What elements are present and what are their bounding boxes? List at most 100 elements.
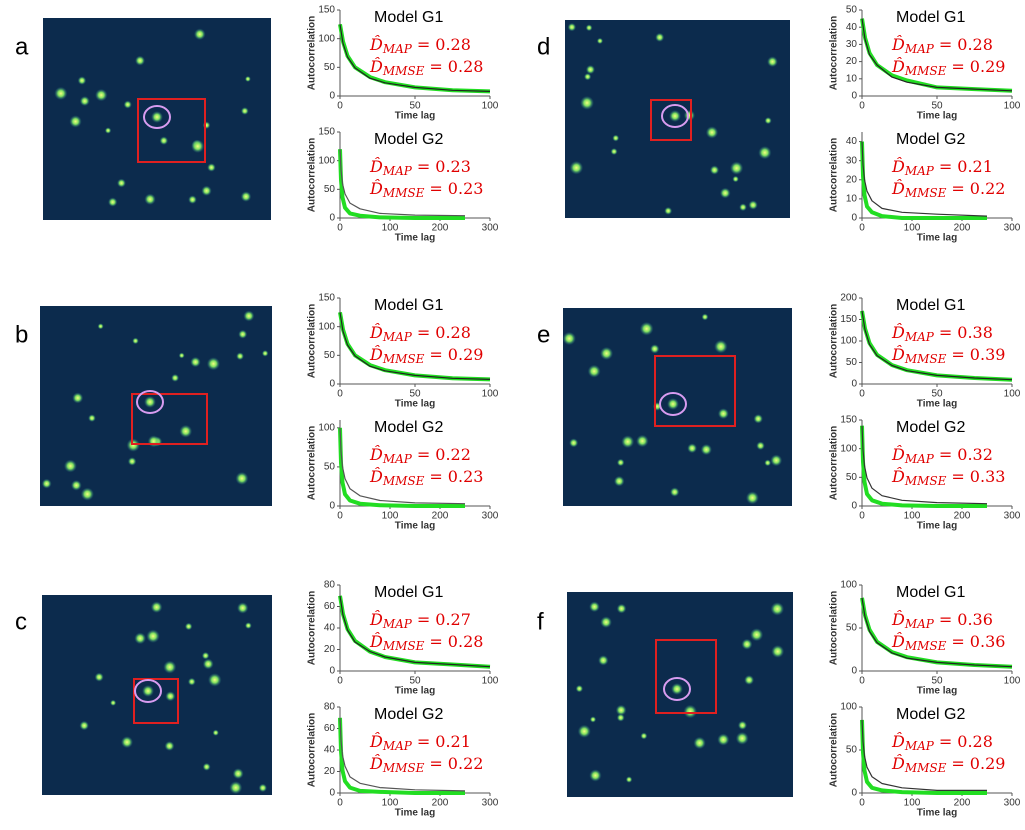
x-axis-label: Time lag (395, 521, 435, 532)
estimate-subscript: MAP (904, 164, 935, 178)
estimate-relation: = (939, 157, 952, 176)
estimate-subscript: MAP (904, 739, 935, 753)
estimate-symbol: D̂ (369, 157, 383, 176)
fluorescent-spot (202, 658, 214, 670)
fluorescent-spot (243, 310, 255, 322)
fluorescent-spot (144, 396, 156, 408)
autocorrelation-chart: 0 50 100 150 0 100 200 300 Time lag Autocorrelati… (307, 127, 499, 244)
x-axis-label: Time lag (917, 686, 957, 697)
x-tick-label: 0 (859, 798, 865, 809)
estimate: D̂MAP = 0.32 (891, 445, 993, 466)
y-tick-label: 80 (324, 580, 336, 591)
fluorescent-spot (701, 313, 709, 321)
fluorescent-spot (229, 781, 243, 795)
x-tick-label: 100 (382, 223, 399, 234)
x-tick-label: 50 (409, 101, 421, 112)
autocorrelation-curve (339, 717, 466, 792)
fluorescent-spot (163, 660, 177, 674)
fluorescent-spot (585, 64, 596, 75)
y-tick-label: 150 (318, 293, 335, 304)
y-tick-label: 150 (840, 314, 857, 325)
estimate-value: 0.23 (448, 179, 484, 198)
x-tick-label: 50 (931, 389, 943, 400)
autocorrelation-chart: 0 10 20 30 40 50 0 50 100 Time lag Autocorrelation… (829, 5, 1021, 122)
x-tick-label: 50 (409, 676, 421, 687)
tracked-particle (659, 392, 687, 416)
y-tick-label: 30 (846, 155, 858, 166)
y-tick-label: 50 (324, 350, 336, 361)
fluorescent-spot (750, 628, 764, 642)
fluorescent-spot (120, 736, 134, 749)
fluorescent-spot (683, 109, 696, 121)
y-axis-label: Autocorrelation (829, 591, 840, 665)
fluorescent-spot (589, 601, 600, 613)
y-axis-label: Autocorrelation (307, 591, 318, 665)
fluorescent-spot (240, 191, 252, 202)
fluorescent-spot (767, 56, 778, 68)
fluorescent-spot (669, 110, 681, 122)
estimate-symbol: D̂ (369, 445, 383, 464)
y-tick-label: 80 (324, 702, 336, 713)
fluorescent-spot (151, 111, 163, 123)
y-tick-label: 0 (851, 379, 857, 390)
autocorrelation-chart: 0 50 100 150 200 0 50 100 Time lag Autocorrelatio… (829, 293, 1021, 410)
micrograph (40, 306, 272, 506)
estimate-symbol: D̂ (369, 610, 383, 629)
estimate-symbol: D̂ (891, 179, 905, 198)
estimate: D̂MMSE = 0.33 (891, 467, 1005, 488)
fluorescent-spot (41, 478, 52, 489)
y-axis-label: Autocorrelation (829, 426, 840, 500)
fluorescent-spot (687, 443, 698, 454)
estimate-subscript: MAP (904, 452, 935, 466)
fluorescent-spot (714, 339, 728, 354)
estimate-subscript: MMSE (382, 352, 425, 366)
y-tick-label: 40 (324, 623, 336, 634)
y-tick-label: 150 (840, 415, 857, 426)
tracked-particle (136, 390, 164, 414)
fluorescent-spot (705, 126, 719, 139)
y-tick-label: 0 (851, 213, 857, 224)
fluorescent-spot (80, 487, 94, 501)
model-title: Model G1 (374, 9, 443, 26)
y-tick-label: 40 (324, 745, 336, 756)
autocorrelation-curve (339, 595, 491, 668)
fluorescent-spot (739, 203, 747, 212)
fluorescent-spot (667, 398, 679, 410)
estimate-subscript: MMSE (904, 474, 947, 488)
fluorescent-spot (639, 321, 654, 336)
x-tick-label: 100 (1004, 101, 1021, 112)
y-axis-label: Autocorrelation (307, 138, 318, 212)
y-tick-label: 10 (846, 194, 858, 205)
estimate: D̂MAP = 0.21 (891, 157, 993, 178)
estimate-symbol: D̂ (369, 632, 383, 651)
estimate-value: 0.28 (957, 732, 993, 751)
fluorescent-spot (616, 603, 627, 614)
fluorescent-spot (126, 438, 141, 452)
y-tick-label: 20 (324, 766, 336, 777)
autocorrelation-chart: 0 10 20 30 40 0 100 200 300 Time lag Autocorrelati… (829, 131, 1021, 243)
estimate-symbol: D̂ (369, 467, 383, 486)
estimate-relation: = (939, 732, 952, 751)
model-title: Model G1 (896, 584, 965, 601)
fluorescent-spot (589, 716, 597, 723)
fluorescent-spot (127, 457, 137, 466)
fluorescent-spot (88, 414, 96, 423)
y-tick-label: 0 (851, 666, 857, 677)
fluorescent-spot (236, 352, 245, 361)
x-tick-label: 0 (337, 223, 343, 234)
fluorescent-spot (745, 491, 759, 505)
fluorescent-spot (144, 193, 156, 205)
fluorescent-spot (741, 638, 753, 650)
fluorescent-spot (188, 195, 197, 205)
fluorescent-spot (729, 161, 744, 175)
x-tick-label: 100 (904, 511, 921, 522)
fluorescent-spot (150, 601, 163, 614)
estimate-value: 0.28 (435, 323, 471, 342)
fluorescent-spot (758, 145, 772, 160)
fluorescent-spot (580, 95, 594, 110)
x-tick-label: 200 (432, 798, 449, 809)
fluorescent-spot (104, 127, 112, 134)
x-tick-label: 100 (382, 511, 399, 522)
